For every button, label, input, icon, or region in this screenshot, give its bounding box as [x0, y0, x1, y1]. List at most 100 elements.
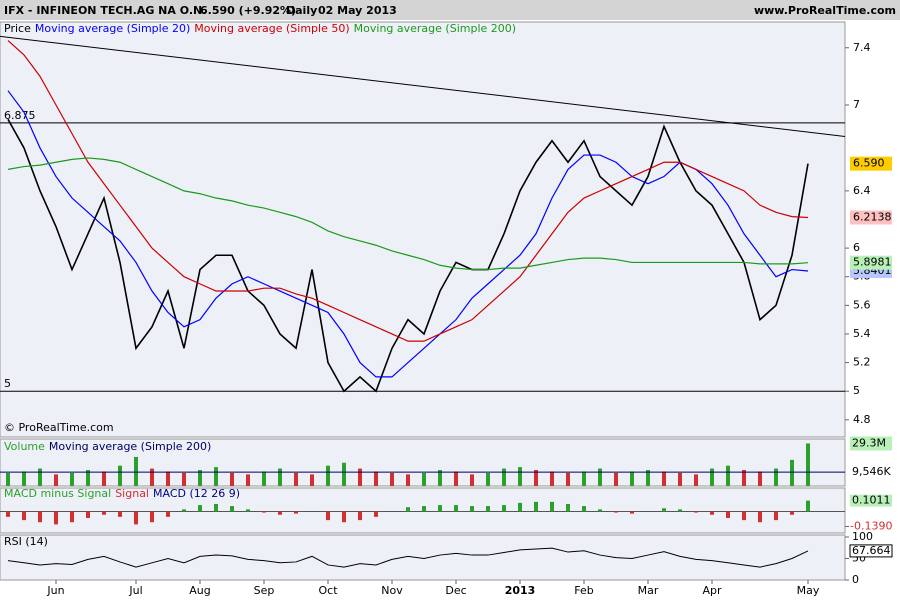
low-label: -0.1390: [850, 519, 892, 532]
macd-bar: [454, 505, 458, 512]
series-line: [7, 90, 809, 378]
macd-bar: [806, 500, 810, 512]
volume-bar: [534, 470, 538, 486]
legend-entry: Moving average (Simple 200): [354, 22, 516, 35]
last-value-box: [850, 255, 892, 270]
rsi-line: [7, 547, 809, 568]
volume-bar: [374, 471, 378, 486]
volume-bar: [182, 472, 186, 486]
legend-entry: Price: [4, 22, 31, 35]
series-line: [7, 157, 809, 271]
macd-bar: [726, 511, 730, 518]
macd-bar: [694, 511, 698, 513]
macd-bar: [518, 502, 522, 512]
macd-bar: [406, 507, 410, 512]
last-value-label: 0.1011: [852, 494, 891, 507]
macd-bar: [374, 511, 378, 517]
macd-bar: [742, 511, 746, 521]
last-value-label: 5.8981: [853, 256, 892, 269]
volume-bar: [230, 472, 234, 486]
y-tick-label: 6: [853, 241, 860, 254]
volume-bar: [486, 472, 490, 486]
last-value-box: [850, 156, 892, 171]
macd-bar: [502, 505, 506, 512]
macd-bar: [214, 503, 218, 512]
macd-bar: [54, 511, 58, 525]
x-tick-label: Nov: [381, 584, 403, 597]
macd-bar: [342, 511, 346, 523]
macd-bar: [38, 511, 42, 523]
macd-bar: [102, 511, 106, 515]
volume-bar: [726, 465, 730, 486]
macd-bar: [566, 503, 570, 512]
panel-title: Signal: [115, 487, 149, 500]
series-line: [7, 118, 809, 393]
x-tick-label: Jun: [46, 584, 64, 597]
macd-bar: [278, 511, 282, 515]
macd-bar: [678, 509, 682, 512]
y-tick-label: 4.8: [853, 413, 871, 426]
last-value-box: [850, 436, 892, 451]
ma-value-label: 9,546K: [852, 465, 891, 478]
trend-line: [0, 35, 846, 137]
volume-bar: [22, 471, 26, 486]
volume-bar: [166, 471, 170, 486]
volume-bar: [294, 472, 298, 486]
panel-title: Moving average (Simple 200): [49, 440, 211, 453]
macd-bar: [774, 511, 778, 521]
quote: 6.590 (+9.92%): [200, 4, 296, 17]
macd-bar: [358, 511, 362, 521]
macd-bar: [262, 511, 266, 513]
volume-bar: [214, 467, 218, 486]
macd-bar: [422, 506, 426, 512]
volume-bar: [86, 470, 90, 486]
macd-bar: [662, 508, 666, 512]
last-value-label: 6.590: [853, 157, 885, 170]
volume-bar: [774, 468, 778, 486]
volume-bar: [566, 472, 570, 486]
panel-title: RSI (14): [4, 535, 48, 548]
macd-bar: [598, 509, 602, 512]
macd-bar: [614, 511, 618, 513]
y-tick-label: 5.4: [853, 327, 871, 340]
macd-bar: [118, 511, 122, 517]
y-tick-label: 5: [853, 384, 860, 397]
volume-bar: [518, 467, 522, 486]
volume-bar: [118, 465, 122, 486]
volume-bar: [102, 471, 106, 486]
macd-bar: [486, 506, 490, 512]
macd-bar: [630, 511, 634, 514]
volume-bar: [150, 468, 154, 486]
series-line: [7, 40, 809, 342]
volume-bar: [502, 468, 506, 486]
y-tick-label: 7.4: [853, 41, 871, 54]
macd-bar: [534, 501, 538, 512]
last-value-label: 67.664: [852, 544, 891, 557]
site: www.ProRealTime.com: [754, 4, 896, 17]
volume-bar: [54, 474, 58, 486]
y-tick-label: 0: [852, 573, 859, 586]
x-tick-label: Apr: [702, 584, 722, 597]
macd-bar: [230, 506, 234, 512]
legend-entry: Moving average (Simple 50): [194, 22, 349, 35]
volume-bar: [742, 470, 746, 486]
macd-bar: [134, 511, 138, 525]
volume-bar: [390, 472, 394, 486]
volume-bar: [662, 471, 666, 486]
volume-bar: [694, 474, 698, 486]
x-tick-label: Jul: [128, 584, 142, 597]
x-tick-label: Feb: [574, 584, 593, 597]
rsi-panel: [0, 534, 846, 581]
x-tick-label: Aug: [189, 584, 210, 597]
macd-bar: [790, 511, 794, 515]
macd-bar: [438, 505, 442, 512]
legend-entry: Moving average (Simple 20): [35, 22, 190, 35]
macd-bar: [70, 511, 74, 523]
volume-bar: [550, 471, 554, 486]
price-panel: [0, 21, 846, 438]
macd-bar: [294, 511, 298, 514]
x-tick-label: Oct: [318, 584, 338, 597]
macd-bar: [550, 501, 554, 512]
